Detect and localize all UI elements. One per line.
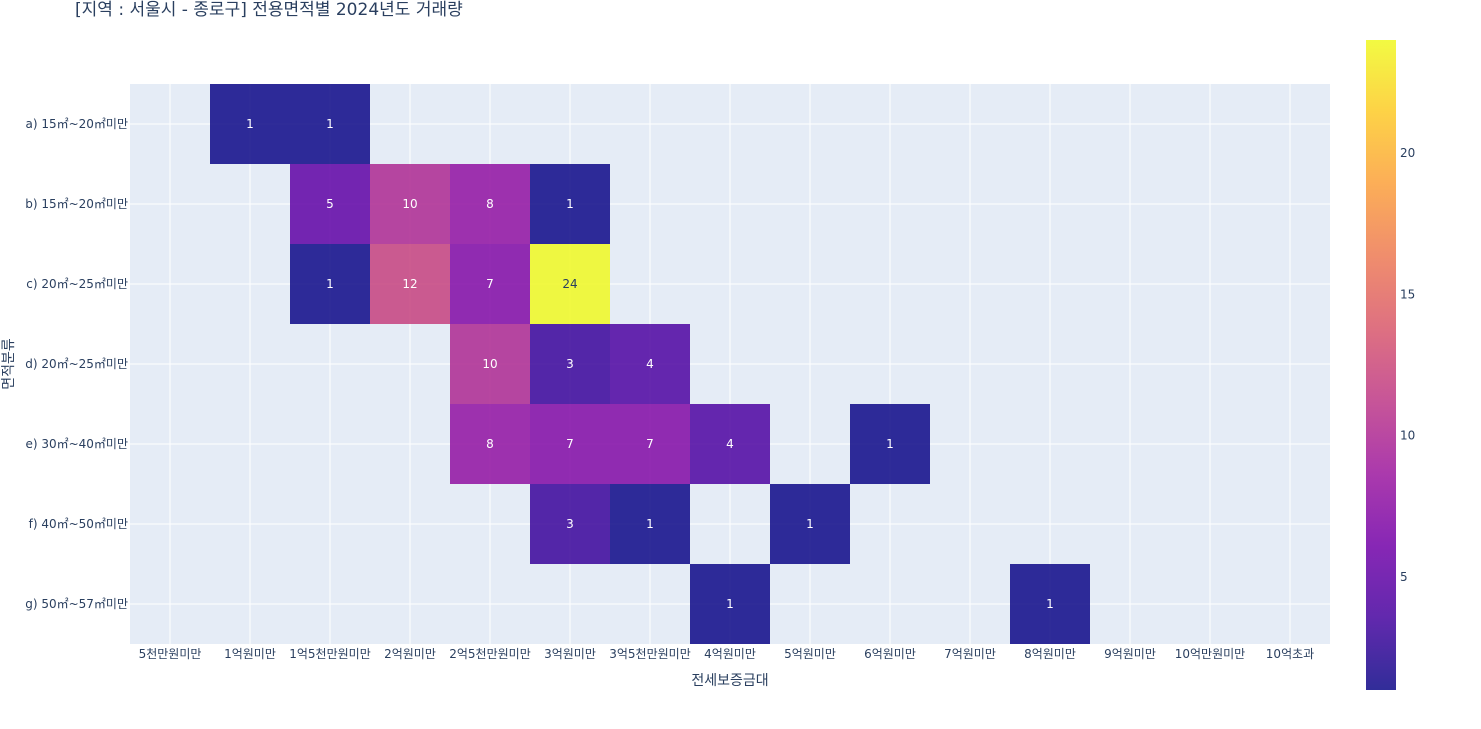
colorbar-tick-label: 10 — [1400, 429, 1415, 443]
x-tick-label: 5천만원미만 — [139, 646, 202, 661]
heatmap-cell — [450, 324, 530, 404]
cell-value-label: 1 — [646, 517, 654, 531]
x-tick-label: 7억원미만 — [944, 647, 996, 661]
heatmap-cell — [690, 404, 770, 484]
colorbar-tick-label: 5 — [1400, 570, 1408, 584]
y-tick-label: a) 15㎡~20㎡미만 — [25, 117, 128, 131]
cell-value-label: 1 — [726, 597, 734, 611]
y-tick-label: g) 50㎡~57㎡미만 — [25, 597, 128, 611]
heatmap-cell — [450, 404, 530, 484]
heatmap-cell — [530, 484, 610, 564]
heatmap-cell — [530, 244, 610, 324]
y-tick-label: e) 30㎡~40㎡미만 — [25, 437, 128, 451]
heatmap-cells — [210, 84, 1090, 644]
heatmap-cell — [210, 84, 290, 164]
y-tick-label: f) 40㎡~50㎡미만 — [29, 517, 128, 531]
cell-value-label: 1 — [1046, 597, 1054, 611]
cell-value-label: 7 — [566, 437, 574, 451]
cell-value-label: 1 — [326, 277, 334, 291]
x-tick-label: 5억원미만 — [784, 647, 836, 661]
x-tick-label: 1억원미만 — [224, 647, 276, 661]
cell-value-label: 10 — [402, 197, 417, 211]
cell-value-label: 10 — [482, 357, 497, 371]
heatmap-cell — [290, 244, 370, 324]
x-tick-label: 3억원미만 — [544, 647, 596, 661]
x-tick-label: 2억5천만원미만 — [449, 646, 531, 661]
cell-value-label: 8 — [486, 197, 494, 211]
cell-value-label: 1 — [326, 117, 334, 131]
heatmap-cell — [770, 484, 850, 564]
cell-value-label: 4 — [726, 437, 734, 451]
x-axis-title: 전세보증금대 — [691, 673, 768, 689]
cell-labels: 1 1 5 10 8 1 1 12 7 24 10 3 4 8 7 7 4 1 3 1 1 1 1 — [246, 117, 1054, 611]
cell-value-label: 1 — [246, 117, 254, 131]
colorbar-tick-label: 20 — [1400, 146, 1415, 160]
cell-value-label: 3 — [566, 517, 574, 531]
cell-value-label: 1 — [806, 517, 814, 531]
heatmap-cell — [610, 404, 690, 484]
heatmap-cell — [530, 404, 610, 484]
heatmap-cell — [690, 564, 770, 644]
colorbar — [1366, 40, 1396, 690]
cell-value-label: 7 — [646, 437, 654, 451]
heatmap-cell — [370, 164, 450, 244]
cell-value-label: 5 — [326, 197, 334, 211]
x-axis-ticks: 5천만원미만 1억원미만 1억5천만원미만 2억원미만 2억5천만원미만 3억원미만 3억5… — [139, 646, 1315, 661]
heatmap-cell — [1010, 564, 1090, 644]
chart-title: [지역 : 서울시 - 종로구] 전용면적별 2024년도 거래량 — [75, 0, 463, 20]
y-tick-label: b) 15㎡~20㎡미만 — [25, 197, 128, 211]
cell-value-label: 8 — [486, 437, 494, 451]
x-tick-label: 10억만원미만 — [1175, 647, 1245, 661]
x-tick-label: 3억5천만원미만 — [609, 646, 691, 661]
heatmap-cell — [530, 324, 610, 404]
heatmap-cell — [850, 404, 930, 484]
x-tick-label: 8억원미만 — [1024, 647, 1076, 661]
x-tick-label: 10억초과 — [1266, 647, 1314, 661]
y-axis-ticks: a) 15㎡~20㎡미만 b) 15㎡~20㎡미만 c) 20㎡~25㎡미만 d) 2… — [25, 117, 128, 611]
heatmap-cell — [530, 164, 610, 244]
x-tick-label: 9억원미만 — [1104, 647, 1156, 661]
y-axis-title: 면적분류 — [1, 338, 17, 390]
cell-value-label: 3 — [566, 357, 574, 371]
heatmap-cell — [610, 324, 690, 404]
heatmap-cell — [610, 484, 690, 564]
x-tick-label: 2억원미만 — [384, 647, 436, 661]
heatmap-cell — [290, 84, 370, 164]
x-tick-label: 1억5천만원미만 — [289, 646, 371, 661]
cell-value-label: 24 — [562, 277, 577, 291]
x-tick-label: 6억원미만 — [864, 647, 916, 661]
cell-value-label: 4 — [646, 357, 654, 371]
colorbar-ticks: 5 10 15 20 — [1400, 146, 1415, 584]
cell-value-label: 1 — [566, 197, 574, 211]
y-tick-label: d) 20㎡~25㎡미만 — [25, 357, 128, 371]
heatmap-cell — [370, 244, 450, 324]
heatmap-cell — [450, 164, 530, 244]
x-tick-label: 4억원미만 — [704, 647, 756, 661]
cell-value-label: 7 — [486, 277, 494, 291]
cell-value-label: 12 — [402, 277, 417, 291]
heatmap-cell — [290, 164, 370, 244]
heatmap-cell — [450, 244, 530, 324]
cell-value-label: 1 — [886, 437, 894, 451]
y-tick-label: c) 20㎡~25㎡미만 — [26, 277, 128, 291]
colorbar-tick-label: 15 — [1400, 287, 1415, 301]
